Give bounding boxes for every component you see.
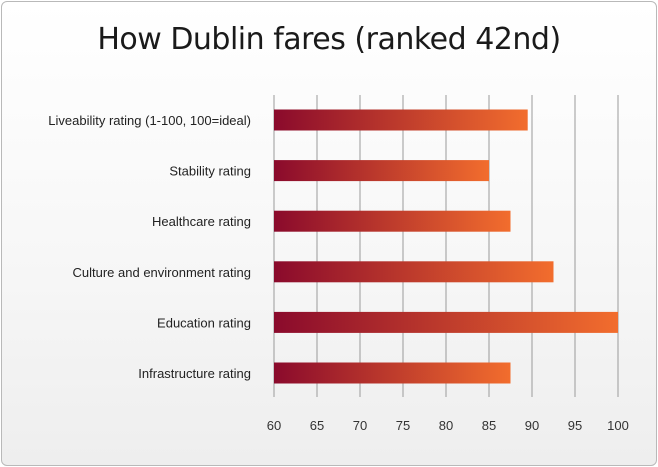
bar xyxy=(274,261,554,283)
x-tick-label: 100 xyxy=(607,418,629,433)
x-tick-label: 85 xyxy=(482,418,496,433)
bar xyxy=(274,109,528,131)
category-label: Culture and environment rating xyxy=(73,265,252,280)
x-tick-label: 90 xyxy=(525,418,539,433)
gridlines xyxy=(273,95,619,397)
category-label: Education rating xyxy=(157,315,251,330)
x-tick-label: 75 xyxy=(396,418,410,433)
x-tick-label: 70 xyxy=(353,418,367,433)
category-label: Liveability rating (1-100, 100=ideal) xyxy=(48,113,251,128)
category-label: Stability rating xyxy=(169,164,251,179)
bar xyxy=(274,311,618,333)
x-tick-label: 60 xyxy=(267,418,281,433)
category-label: Infrastructure rating xyxy=(138,366,251,381)
category-label: Healthcare rating xyxy=(152,214,251,229)
chart-title: How Dublin fares (ranked 42nd) xyxy=(97,22,561,57)
bar xyxy=(274,210,511,232)
category-labels: Liveability rating (1-100, 100=ideal) Sta… xyxy=(48,113,251,381)
bars xyxy=(274,109,618,384)
x-tick-label: 95 xyxy=(568,418,582,433)
bar xyxy=(274,160,489,182)
x-axis-ticks: 60 65 70 75 80 85 90 95 100 xyxy=(267,418,629,433)
bar xyxy=(274,362,511,384)
x-tick-label: 65 xyxy=(310,418,324,433)
x-tick-label: 80 xyxy=(439,418,453,433)
